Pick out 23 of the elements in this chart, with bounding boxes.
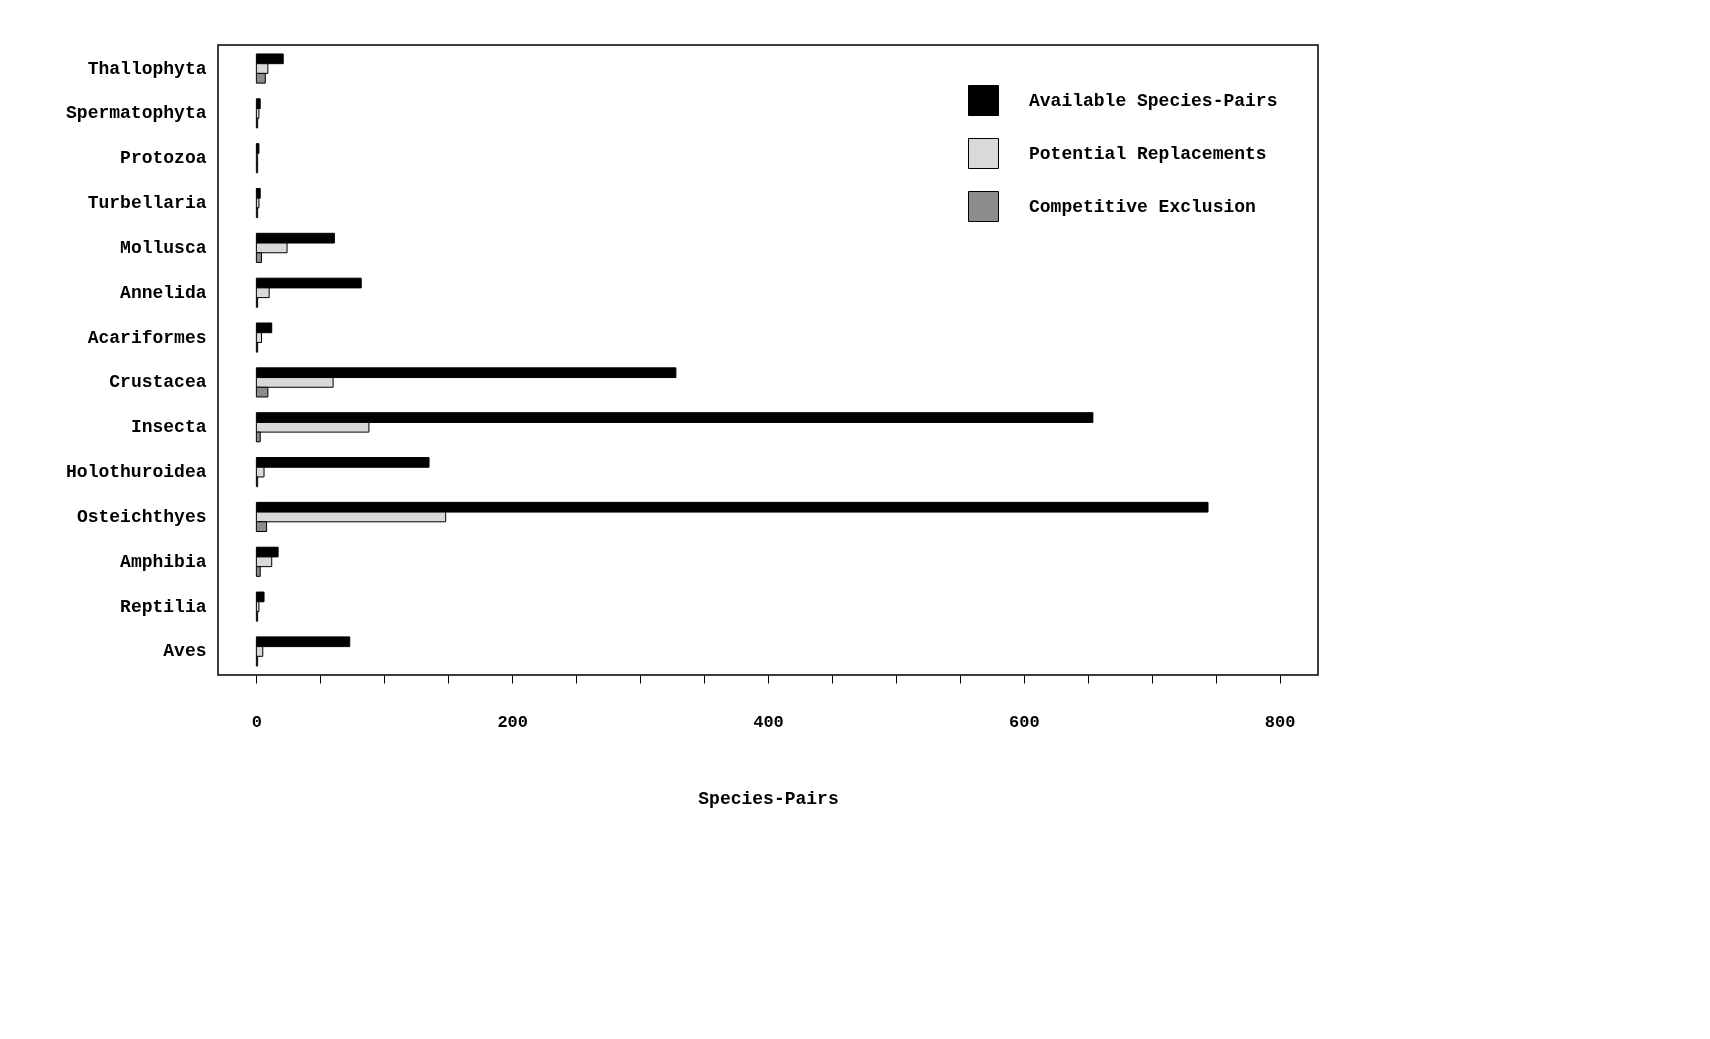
y-tick-label: Osteichthyes	[76, 506, 207, 527]
y-tick-label: Aves	[163, 641, 207, 662]
legend-label: Available Species-Pairs	[1029, 90, 1278, 111]
x-tick-label: 800	[1264, 712, 1296, 732]
legend-label: Competitive Exclusion	[1029, 196, 1256, 217]
y-tick-label: Amphibia	[120, 551, 207, 572]
x-tick-label: 600	[1009, 712, 1040, 732]
y-tick-label: Insecta	[130, 417, 207, 438]
y-tick-label: Reptilia	[120, 596, 207, 617]
x-tick-label: 0	[251, 712, 262, 732]
y-tick-label: Mollusca	[120, 237, 207, 258]
y-tick-label: Crustacea	[109, 372, 207, 393]
x-axis-title: Species-Pairs	[698, 788, 839, 809]
x-tick-label: 400	[753, 712, 784, 732]
y-tick-label: Acariformes	[87, 327, 207, 348]
legend-label: Potential Replacements	[1029, 143, 1267, 164]
y-tick-label: Protozoa	[120, 148, 207, 169]
y-tick-label: Thallophyta	[87, 58, 207, 79]
y-tick-label: Annelida	[120, 282, 207, 303]
y-tick-label: Turbellaria	[87, 193, 207, 214]
y-tick-label: Holothuroidea	[66, 462, 207, 483]
x-tick-label: 200	[497, 712, 528, 732]
y-tick-label: Spermatophyta	[66, 103, 207, 124]
